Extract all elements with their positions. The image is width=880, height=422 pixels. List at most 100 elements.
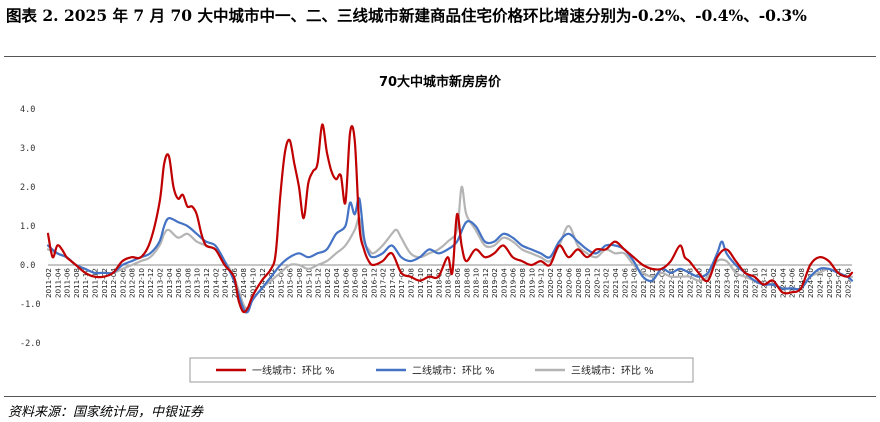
legend-label-3: 三线城市：环比 %	[571, 364, 654, 377]
x-tick-label: 2018-08	[462, 268, 471, 298]
x-tick-label: 2023-10	[750, 268, 759, 298]
x-tick-label: 2011-02	[44, 268, 53, 298]
y-tick-label: 1.0	[20, 222, 35, 232]
legend-label-1: 一线城市：环比 %	[252, 364, 335, 377]
x-tick-label: 2019-12	[537, 268, 546, 298]
x-tick-label: 2021-04	[611, 268, 620, 298]
y-tick-label: -2.0	[20, 339, 40, 349]
x-tick-label: 2019-04	[499, 268, 508, 298]
x-tick-label: 2025-06	[843, 268, 852, 298]
x-tick-label: 2018-02	[434, 268, 443, 298]
x-tick-label: 2025-04	[834, 268, 843, 298]
x-tick-label: 2017-06	[397, 268, 406, 298]
x-tick-label: 2020-12	[592, 268, 601, 298]
x-tick-label: 2011-04	[53, 268, 62, 298]
y-tick-label: 4.0	[20, 105, 35, 115]
x-tick-label: 2011-08	[72, 268, 81, 298]
x-tick-label: 2015-06	[286, 268, 295, 298]
x-tick-label: 2011-06	[63, 268, 72, 298]
x-tick-label: 2019-06	[509, 268, 518, 298]
x-tick-label: 2020-04	[555, 268, 564, 298]
x-tick-label: 2025-02	[825, 268, 834, 298]
x-tick-label: 2022-02	[657, 268, 666, 298]
x-tick-label: 2020-06	[565, 268, 574, 298]
legend-label-2: 二线城市：环比 %	[412, 364, 495, 377]
x-tick-label: 2012-02	[100, 268, 109, 298]
source-note: 资料来源：国家统计局，中银证券	[8, 405, 204, 420]
x-tick-label: 2013-06	[174, 268, 183, 298]
x-tick-label: 2014-10	[248, 268, 257, 298]
x-tick-label: 2024-10	[806, 268, 815, 298]
x-tick-label: 2023-02	[713, 268, 722, 298]
y-tick-label: 3.0	[20, 144, 35, 154]
x-tick-label: 2021-12	[648, 268, 657, 298]
x-tick-label: 2017-02	[379, 268, 388, 298]
x-tick-label: 2023-04	[723, 268, 732, 298]
series-line-2	[46, 197, 854, 314]
y-tick-label: -1.0	[20, 300, 40, 310]
x-tick-label: 2015-10	[304, 268, 313, 298]
top-divider	[4, 56, 876, 57]
x-tick-label: 2019-02	[490, 268, 499, 298]
x-tick-label: 2021-02	[602, 268, 611, 298]
x-tick-label: 2013-02	[156, 268, 165, 298]
x-tick-label: 2021-10	[639, 268, 648, 298]
x-tick-label: 2022-10	[695, 268, 704, 298]
x-tick-label: 2018-12	[481, 268, 490, 298]
y-tick-label: 2.0	[20, 183, 35, 193]
y-tick-label: 0.0	[20, 261, 35, 271]
x-tick-label: 2017-10	[416, 268, 425, 298]
x-tick-label: 2015-08	[295, 268, 304, 298]
x-tick-label: 2016-06	[341, 268, 350, 298]
x-tick-label: 2015-12	[314, 268, 323, 298]
x-tick-label: 2018-06	[453, 268, 462, 298]
x-tick-label: 2021-06	[620, 268, 629, 298]
x-tick-label: 2012-04	[109, 268, 118, 298]
x-tick-label: 2012-10	[137, 268, 146, 298]
x-tick-label: 2020-02	[546, 268, 555, 298]
x-tick-label: 2013-10	[193, 268, 202, 298]
x-tick-label: 2012-08	[128, 268, 137, 298]
legend-box	[189, 357, 694, 383]
x-tick-label: 2024-12	[815, 268, 824, 298]
x-tick-label: 2016-02	[323, 268, 332, 298]
x-tick-label: 2024-06	[788, 268, 797, 298]
x-tick-label: 2018-10	[472, 268, 481, 298]
x-tick-label: 2023-06	[732, 268, 741, 298]
x-tick-label: 2018-04	[444, 268, 453, 298]
x-tick-label: 2022-08	[685, 268, 694, 298]
bottom-divider	[4, 396, 876, 397]
x-tick-label: 2016-04	[332, 268, 341, 298]
x-tick-label: 2012-12	[146, 268, 155, 298]
x-tick-label: 2023-12	[760, 268, 769, 298]
x-tick-label: 2019-08	[518, 268, 527, 298]
x-tick-label: 2020-08	[574, 268, 583, 298]
x-tick-label: 2014-02	[211, 268, 220, 298]
x-tick-label: 2017-08	[406, 268, 415, 298]
series-line-1	[46, 123, 854, 314]
x-tick-label: 2024-08	[797, 268, 806, 298]
x-tick-label: 2020-10	[583, 268, 592, 298]
x-tick-label: 2017-04	[388, 268, 397, 298]
x-tick-label: 2013-08	[183, 268, 192, 298]
x-tick-label: 2016-10	[360, 268, 369, 298]
x-tick-label: 2019-10	[527, 268, 536, 298]
x-tick-label: 2017-12	[425, 268, 434, 298]
x-tick-label: 2014-08	[239, 268, 248, 298]
x-tick-label: 2013-12	[202, 268, 211, 298]
chart-title: 70大中城市新房房价	[379, 74, 502, 90]
x-tick-label: 2016-12	[369, 268, 378, 298]
x-tick-label: 2021-08	[630, 268, 639, 298]
x-tick-label: 2014-12	[258, 268, 267, 298]
x-tick-label: 2013-04	[165, 268, 174, 298]
x-tick-label: 2022-12	[704, 268, 713, 298]
x-tick-label: 2024-02	[769, 268, 778, 298]
x-tick-label: 2015-02	[267, 268, 276, 298]
x-tick-label: 2016-08	[351, 268, 360, 298]
x-tick-label: 2015-04	[276, 268, 285, 298]
x-tick-label: 2012-06	[118, 268, 127, 298]
x-tick-label: 2011-10	[81, 268, 90, 298]
x-tick-label: 2022-04	[667, 268, 676, 298]
x-tick-label: 2011-12	[90, 268, 99, 298]
